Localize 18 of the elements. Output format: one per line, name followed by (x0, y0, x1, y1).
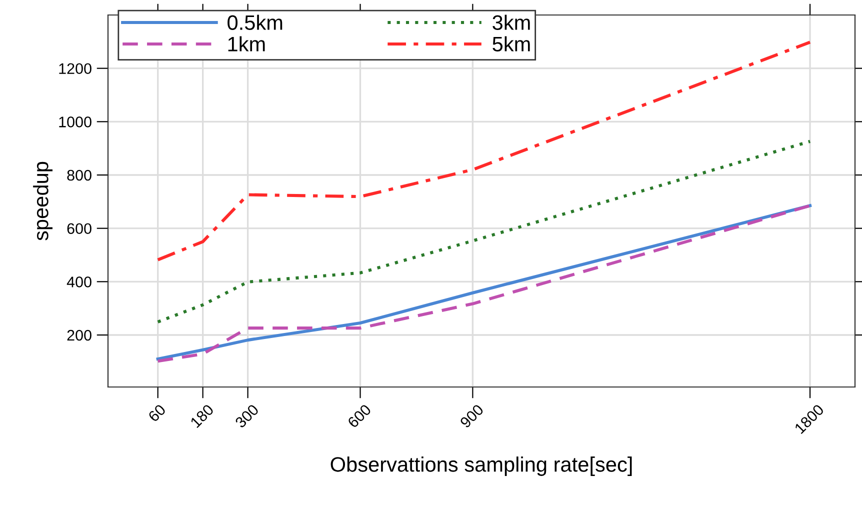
x-tick-label: 60 (148, 404, 166, 422)
y-tick-label: 400 (66, 276, 92, 288)
legend-label: 1km (228, 36, 265, 52)
y-tick-label: 1200 (59, 63, 92, 74)
y-tick-label: 200 (67, 330, 92, 341)
line-series (156, 140, 812, 324)
y-tick-label: 600 (67, 223, 92, 234)
x-tick-label: 900 (459, 404, 484, 428)
legend-label: 5km (492, 36, 530, 52)
y-tick-label: 800 (67, 170, 92, 181)
x-axis-title: Observattions sampling rate[sec] (330, 456, 632, 476)
y-tick-label: 1000 (59, 116, 92, 128)
x-tick-label: 300 (234, 404, 260, 429)
x-tick-label: 600 (347, 404, 372, 428)
legend-label: 3km (492, 14, 530, 30)
y-axis-title: speedup (33, 162, 52, 240)
x-tick-label: 180 (190, 404, 214, 428)
legend-label: 0.5km (228, 14, 282, 30)
